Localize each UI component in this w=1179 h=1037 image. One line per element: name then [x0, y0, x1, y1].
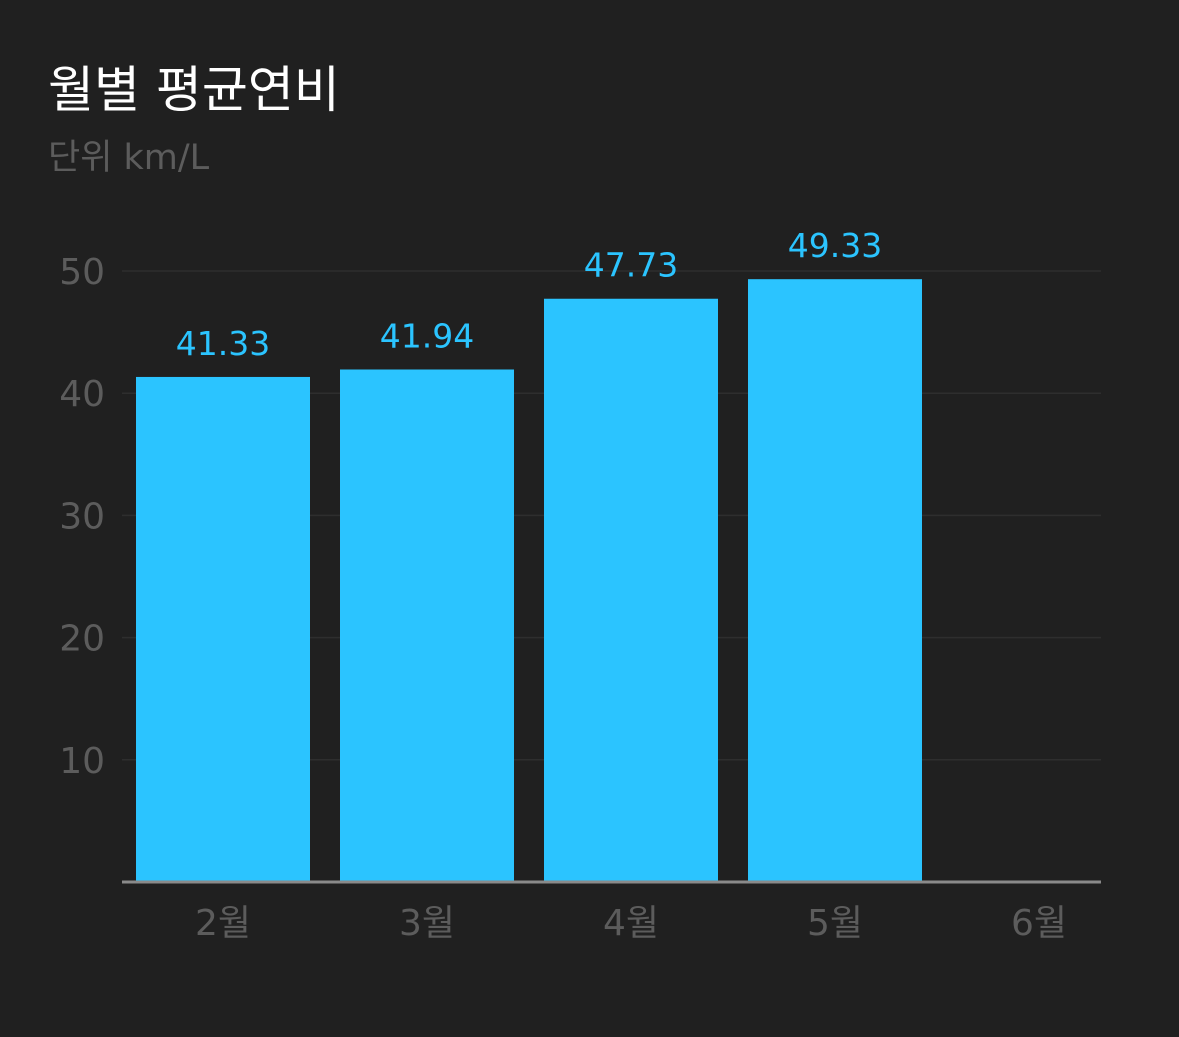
bar-value-label: 47.73 [584, 246, 678, 285]
bar-value-label: 41.94 [380, 316, 474, 355]
chart-unit-subtitle: 단위 km/L [48, 138, 210, 178]
bar-1 [136, 376, 310, 882]
y-tick-label: 50 [59, 252, 105, 293]
chart-title: 월별 평균연비 [48, 61, 340, 119]
x-tick-label: 4월 [603, 903, 659, 944]
bar-value-label: 49.33 [788, 226, 882, 265]
y-tick-label: 10 [59, 741, 105, 782]
x-tick-label: 2월 [195, 903, 251, 944]
bar-3 [544, 298, 718, 883]
bar-value-label: 41.33 [176, 324, 270, 363]
y-tick-label: 40 [59, 374, 105, 415]
y-tick-label: 30 [59, 496, 105, 537]
bar-4 [748, 279, 922, 883]
x-tick-label: 3월 [399, 903, 455, 944]
y-tick-label: 20 [59, 619, 105, 660]
x-tick-label: 6월 [1011, 903, 1067, 944]
bar-2 [340, 369, 514, 883]
x-tick-label: 5월 [807, 903, 863, 944]
